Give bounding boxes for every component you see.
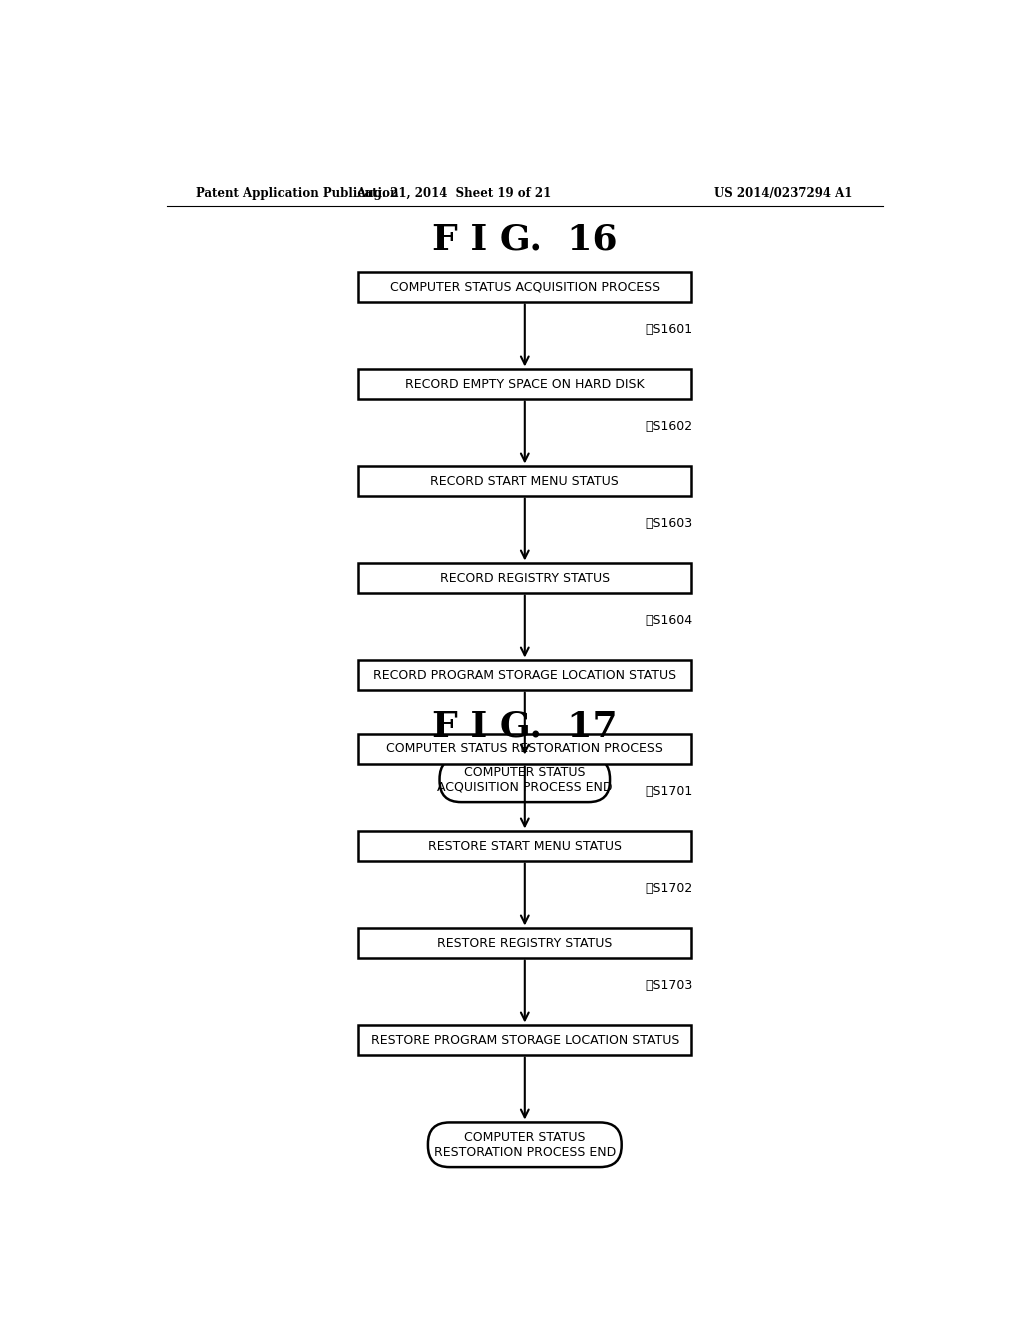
- Text: US 2014/0237294 A1: US 2014/0237294 A1: [715, 187, 853, 201]
- Text: Aug. 21, 2014  Sheet 19 of 21: Aug. 21, 2014 Sheet 19 of 21: [356, 187, 551, 201]
- Text: F I G.  16: F I G. 16: [432, 222, 617, 256]
- Text: RECORD START MENU STATUS: RECORD START MENU STATUS: [430, 474, 620, 487]
- Text: ⌣S1604: ⌣S1604: [645, 614, 692, 627]
- Text: RECORD PROGRAM STORAGE LOCATION STATUS: RECORD PROGRAM STORAGE LOCATION STATUS: [373, 668, 677, 681]
- Text: RESTORE PROGRAM STORAGE LOCATION STATUS: RESTORE PROGRAM STORAGE LOCATION STATUS: [371, 1034, 679, 1047]
- FancyBboxPatch shape: [358, 466, 691, 496]
- FancyBboxPatch shape: [358, 564, 691, 593]
- Text: COMPUTER STATUS ACQUISITION PROCESS: COMPUTER STATUS ACQUISITION PROCESS: [390, 280, 659, 293]
- FancyBboxPatch shape: [358, 734, 691, 763]
- Text: COMPUTER STATUS RESTORATION PROCESS: COMPUTER STATUS RESTORATION PROCESS: [386, 742, 664, 755]
- Text: COMPUTER STATUS
RESTORATION PROCESS END: COMPUTER STATUS RESTORATION PROCESS END: [434, 1131, 615, 1159]
- Text: ⌣S1602: ⌣S1602: [645, 420, 692, 433]
- Text: F I G.  17: F I G. 17: [432, 710, 617, 743]
- FancyBboxPatch shape: [358, 370, 691, 399]
- Text: COMPUTER STATUS
ACQUISITION PROCESS END: COMPUTER STATUS ACQUISITION PROCESS END: [437, 766, 612, 793]
- Text: ⌣S1701: ⌣S1701: [645, 785, 692, 797]
- Text: Patent Application Publication: Patent Application Publication: [197, 187, 398, 201]
- Text: RESTORE REGISTRY STATUS: RESTORE REGISTRY STATUS: [437, 936, 612, 949]
- FancyBboxPatch shape: [428, 1122, 622, 1167]
- FancyBboxPatch shape: [439, 758, 610, 803]
- Text: ⌣S1702: ⌣S1702: [645, 882, 692, 895]
- FancyBboxPatch shape: [358, 832, 691, 861]
- Text: ⌣S1601: ⌣S1601: [645, 323, 692, 335]
- Text: RESTORE START MENU STATUS: RESTORE START MENU STATUS: [428, 840, 622, 853]
- Text: ⌣S1603: ⌣S1603: [645, 517, 692, 529]
- FancyBboxPatch shape: [358, 1026, 691, 1055]
- FancyBboxPatch shape: [358, 660, 691, 689]
- Text: ⌣S1703: ⌣S1703: [645, 979, 692, 991]
- FancyBboxPatch shape: [358, 272, 691, 302]
- Text: RECORD REGISTRY STATUS: RECORD REGISTRY STATUS: [439, 572, 610, 585]
- Text: RECORD EMPTY SPACE ON HARD DISK: RECORD EMPTY SPACE ON HARD DISK: [404, 378, 645, 391]
- FancyBboxPatch shape: [358, 928, 691, 958]
